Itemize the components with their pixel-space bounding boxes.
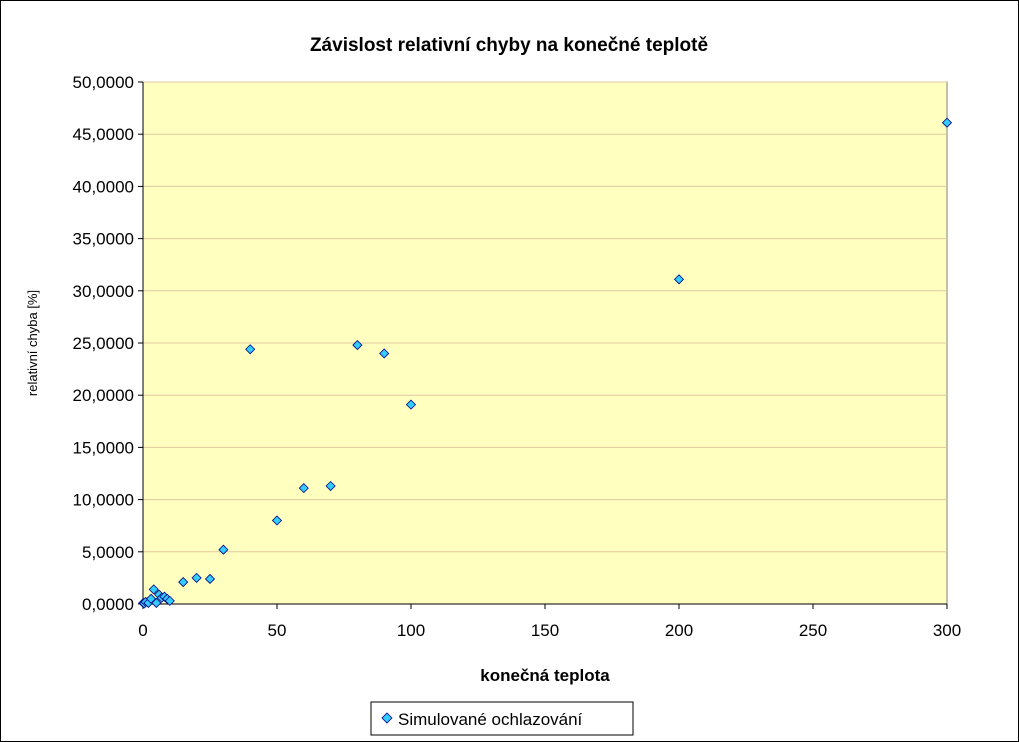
legend-marker-diamond-icon — [381, 712, 393, 724]
x-tick-label: 50 — [268, 621, 287, 640]
y-axis-label: relativní chyba [%] — [25, 290, 40, 396]
data-point — [352, 340, 363, 351]
chart-title: Závislost relativní chyby na konečné tep… — [310, 35, 708, 56]
data-point — [379, 348, 390, 359]
y-tick-label: 25,0000 — [73, 334, 134, 353]
data-point — [204, 573, 216, 585]
data-point — [191, 572, 202, 583]
x-tick-label: 150 — [531, 621, 559, 640]
data-point — [405, 399, 417, 410]
data-point — [325, 480, 336, 492]
data-point — [164, 595, 175, 606]
y-tick-label: 45,0000 — [73, 125, 134, 144]
y-tick-label: 0,0000 — [82, 595, 134, 614]
x-axis-ticks: 0 50 100 150 200 250 300 — [138, 604, 961, 640]
data-point — [151, 597, 162, 609]
legend-label: Simulované ochlazování — [398, 710, 583, 729]
data-points — [138, 117, 953, 609]
data-point — [271, 515, 283, 526]
y-tick-label: 20,0000 — [73, 386, 134, 405]
data-point — [941, 117, 953, 128]
y-tick-label: 30,0000 — [73, 282, 134, 301]
x-tick-label: 0 — [138, 621, 147, 640]
data-point — [298, 483, 309, 494]
x-tick-label: 300 — [933, 621, 961, 640]
y-tick-label: 40,0000 — [73, 177, 134, 196]
x-tick-label: 100 — [397, 621, 425, 640]
data-point — [148, 584, 159, 595]
x-tick-label: 200 — [665, 621, 693, 640]
y-tick-label: 5,0000 — [82, 543, 134, 562]
y-tick-label: 15,0000 — [73, 438, 134, 457]
data-point — [178, 577, 189, 588]
gridlines — [143, 81, 947, 553]
legend: Simulované ochlazování — [370, 701, 634, 736]
y-tick-label: 50,0000 — [73, 73, 134, 92]
y-axis-ticks: 0,0000 5,0000 10,0000 15,0000 20,0000 25,0000… — [73, 73, 143, 614]
y-tick-label: 10,0000 — [73, 491, 134, 510]
y-tick-label: 35,0000 — [73, 230, 134, 249]
data-point — [218, 544, 229, 555]
x-tick-label: 250 — [799, 621, 827, 640]
x-axis-label: konečná teplota — [480, 666, 610, 685]
data-point — [245, 344, 256, 355]
data-point — [673, 274, 685, 285]
legend-box — [370, 701, 634, 736]
